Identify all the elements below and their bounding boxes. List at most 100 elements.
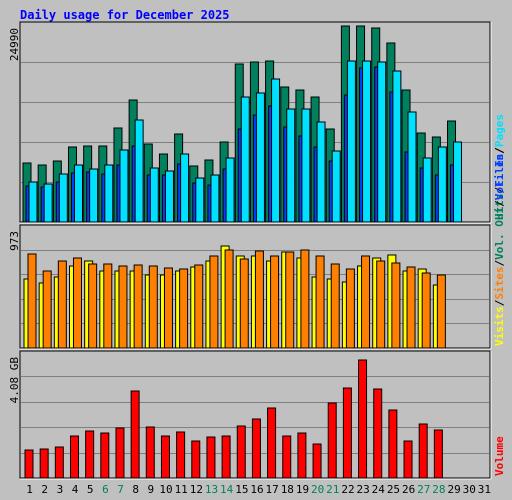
x-tick-label: 31 <box>478 483 491 496</box>
sites-bar <box>300 249 310 349</box>
volume-bar <box>54 446 64 479</box>
volume-bar <box>297 432 307 479</box>
pages-bar <box>422 157 432 223</box>
x-tick-label: 16 <box>250 483 263 496</box>
pages-bar <box>43 183 53 223</box>
x-tick-label: 12 <box>190 483 203 496</box>
legend_middle-legend-item: Vol. Out <box>493 207 506 260</box>
pages-bar <box>377 61 387 223</box>
x-tick-label: 2 <box>41 483 48 496</box>
x-tick-label: 7 <box>117 483 124 496</box>
legend_middle-legend-item: / <box>493 260 506 267</box>
x-tick-label: 28 <box>432 483 445 496</box>
sites-bar <box>163 267 173 349</box>
sites-bar <box>42 270 52 349</box>
volume-bar <box>433 429 443 479</box>
legend_top-legend-item: / <box>493 147 506 154</box>
sites-bar <box>239 258 249 349</box>
x-tick-label: 24 <box>372 483 386 496</box>
pages-bar <box>73 164 83 223</box>
middle-ymax-label: 973 <box>8 231 21 251</box>
x-tick-label: 27 <box>417 483 430 496</box>
volume-bar <box>85 430 95 479</box>
pages-bar <box>134 119 144 223</box>
pages-bar <box>437 146 447 223</box>
hits-files-pages-panel: 24990 <box>8 21 492 224</box>
sites-bar <box>376 260 386 349</box>
pages-bar <box>58 173 68 223</box>
x-tick-label: 17 <box>266 483 279 496</box>
sites-bar <box>406 266 416 349</box>
pages-bar <box>119 149 129 223</box>
sites-bar <box>194 264 204 349</box>
sites-bar <box>270 255 280 349</box>
x-tick-label: 15 <box>235 483 248 496</box>
legend_middle-legend-item: Vol. In <box>493 154 506 200</box>
x-tick-label: 18 <box>281 483 294 496</box>
x-tick-label: 1 <box>26 483 33 496</box>
volume-bar <box>145 426 155 479</box>
pages-bar <box>164 170 174 223</box>
sites-bar <box>345 268 355 349</box>
sites-bar <box>421 272 431 349</box>
x-tick-label: 4 <box>72 483 79 496</box>
pages-bar <box>392 70 402 223</box>
sites-bar <box>179 268 189 349</box>
sites-bar <box>148 265 158 349</box>
legend_top-legend-item: / <box>493 187 506 194</box>
volume-bar <box>236 425 246 479</box>
x-tick-label: 6 <box>102 483 109 496</box>
sites-bar <box>27 253 37 349</box>
volume-bar <box>39 448 49 479</box>
x-tick-label: 21 <box>326 483 339 496</box>
volume-bar <box>100 432 110 479</box>
sites-bar <box>391 262 401 349</box>
x-tick-label: 3 <box>57 483 64 496</box>
volume-bar <box>327 402 337 479</box>
pages-bar <box>225 157 235 223</box>
pages-bar <box>346 60 356 223</box>
pages-bar <box>149 167 159 223</box>
volume-bar <box>160 435 170 479</box>
pages-bar <box>104 164 114 223</box>
volume-bar <box>388 409 398 479</box>
pages-bar <box>180 153 190 223</box>
pages-bar <box>316 121 326 223</box>
volume-bar <box>191 440 201 479</box>
x-tick-label: 14 <box>220 483 234 496</box>
x-tick-label: 22 <box>341 483 354 496</box>
x-axis-day-labels: 1 2 3 4 5 6 7 8 9 10 11 12 13 14 15 16 17 18 19 20 21 22 23 24 2… <box>26 483 491 496</box>
pages-bar <box>453 141 463 223</box>
sites-bar <box>224 249 234 349</box>
pages-bar <box>89 168 99 223</box>
x-tick-label: 26 <box>402 483 415 496</box>
volume-bar <box>24 449 34 479</box>
sites-bar <box>330 263 340 349</box>
pages-bar <box>286 108 296 223</box>
top-ymax-label: 24990 <box>8 28 21 61</box>
pages-bar <box>362 60 372 223</box>
pages-bar <box>271 78 281 223</box>
visits-sites-panel: 973 <box>8 224 492 350</box>
legend_middle-legend-item: Visits <box>493 306 506 346</box>
pages-bar <box>195 177 205 223</box>
sites-bar <box>72 257 82 349</box>
x-tick-label: 30 <box>463 483 476 496</box>
x-tick-label: 19 <box>296 483 309 496</box>
sites-bar <box>436 274 446 349</box>
volume-bar <box>176 431 186 479</box>
volume-bar <box>115 427 125 479</box>
pages-bar <box>331 150 341 223</box>
bottom-ymax-label: 4.08 GB <box>8 357 21 404</box>
sites-bar <box>88 263 98 349</box>
chart-title: Daily usage for December 2025 <box>20 8 230 22</box>
pages-bar <box>255 92 265 223</box>
volume-bar <box>221 435 231 479</box>
pages-bar <box>210 174 220 223</box>
legend_middle-legend-item: Sites <box>493 267 506 300</box>
x-tick-label: 11 <box>175 483 188 496</box>
volume-bar <box>358 359 368 479</box>
sites-bar <box>285 251 295 349</box>
